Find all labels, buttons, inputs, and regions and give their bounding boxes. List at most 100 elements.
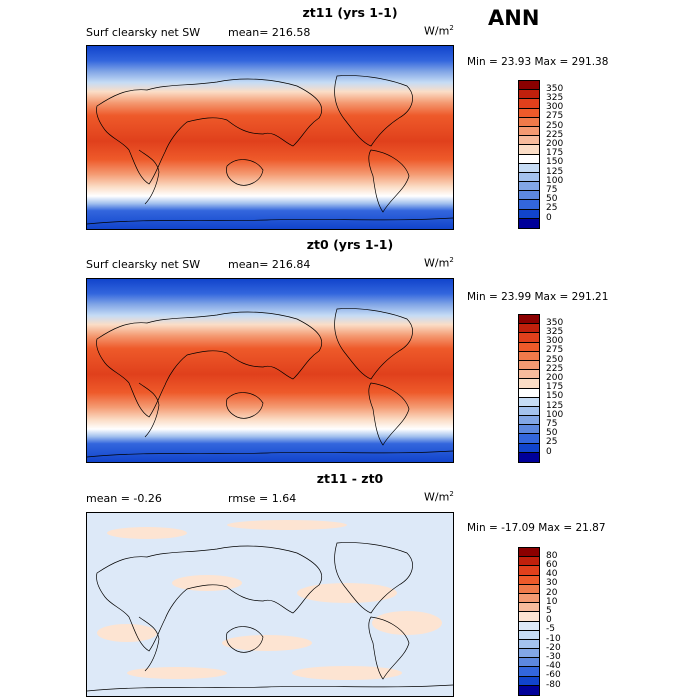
- colorbar-swatch: [519, 685, 539, 695]
- colorbar-swatch: [519, 575, 539, 585]
- colorbar-swatch: [519, 136, 539, 146]
- panel-3-title: zt11 - zt0: [316, 471, 384, 486]
- panel-2-unit: W/m2: [424, 256, 454, 270]
- colorbar-swatch: [519, 145, 539, 155]
- colorbar-tick-label: 275: [546, 345, 564, 356]
- colorbar-tick-label: 75: [546, 418, 558, 429]
- colorbar-swatch: [519, 90, 539, 100]
- colorbar-tick-label: 30: [546, 578, 558, 589]
- colorbar-tick-label: 0: [546, 446, 552, 457]
- colorbar-tick-label: 175: [546, 382, 564, 393]
- colorbar-tick-label: 25: [546, 203, 558, 214]
- colorbar-tick-label: 325: [546, 326, 564, 337]
- colorbar-tick-label: 300: [546, 102, 564, 113]
- panel-2-mean: mean= 216.84: [228, 258, 310, 271]
- colorbar-swatch: [519, 406, 539, 417]
- panel-2-mean-value: 216.84: [271, 258, 311, 271]
- colorbar-swatch: [519, 667, 539, 677]
- colorbar-tick-label: 20: [546, 587, 558, 598]
- colorbar-tick-label: 225: [546, 129, 564, 140]
- colorbar-tick-label: 100: [546, 175, 564, 186]
- colorbar-swatch: [519, 658, 539, 668]
- colorbar-swatch: [519, 126, 539, 137]
- colorbar-tick-label: 0: [546, 615, 552, 626]
- colorbar-swatch: [519, 333, 539, 343]
- colorbar-swatch: [519, 649, 539, 659]
- colorbar-swatch: [519, 443, 539, 453]
- colorbar-tick-label: 100: [546, 409, 564, 420]
- colorbar-tick-label: 325: [546, 92, 564, 103]
- panel-1-variable: Surf clearsky net SW: [86, 26, 201, 39]
- colorbar-swatch: [519, 182, 539, 192]
- colorbar-tick-label: -60: [546, 670, 561, 681]
- panel-1-mean-value: 216.58: [271, 26, 311, 39]
- panel-1-mean: mean= 216.58: [228, 26, 310, 39]
- colorbar-tick-label: 250: [546, 354, 564, 365]
- colorbar-tick-label: -20: [546, 642, 561, 653]
- colorbar-swatch: [519, 99, 539, 109]
- panel-2-variable: Surf clearsky net SW: [86, 258, 201, 271]
- colorbar-swatch: [519, 163, 539, 173]
- colorbar-tick-label: 200: [546, 372, 564, 383]
- panel-3-mean-label: mean =: [86, 492, 130, 505]
- panel-3-rmse: rmse = 1.64: [228, 492, 296, 505]
- panel-1-minmax: Min = 23.93 Max = 291.38: [467, 56, 609, 68]
- colorbar-tick-label: 350: [546, 83, 564, 94]
- colorbar-tick-label: 10: [546, 596, 558, 607]
- colorbar-swatch: [519, 630, 539, 640]
- colorbar-swatch: [519, 200, 539, 210]
- panel-3-unit: W/m2: [424, 490, 454, 504]
- colorbar-swatch: [519, 676, 539, 686]
- colorbar-swatch: [519, 584, 539, 594]
- colorbar-tick-label: 80: [546, 550, 558, 561]
- colorbar-swatch: [519, 603, 539, 613]
- colorbar-tick-label: -30: [546, 651, 561, 662]
- colorbar-swatch: [519, 108, 539, 118]
- colorbar-swatch: [519, 425, 539, 435]
- colorbar-swatch: [519, 379, 539, 389]
- colorbar-swatch: [519, 324, 539, 334]
- colorbar-tick-label: 125: [546, 166, 564, 177]
- colorbar-swatch: [519, 370, 539, 380]
- colorbar-swatch: [519, 81, 539, 91]
- colorbar-swatch: [519, 593, 539, 604]
- colorbar-swatch: [519, 621, 539, 631]
- colorbar-swatch: [519, 360, 539, 371]
- colorbar-swatch: [519, 452, 539, 462]
- panel-2-colorbar: [518, 314, 540, 463]
- colorbar-tick-label: 5: [546, 605, 552, 616]
- colorbar-tick-label: 60: [546, 559, 558, 570]
- panel-1-map: [86, 45, 454, 230]
- colorbar-tick-label: 0: [546, 212, 552, 223]
- panel-3-minmax: Min = -17.09 Max = 21.87: [467, 522, 606, 534]
- panel-1-unit: W/m2: [424, 24, 454, 38]
- panel-1-colorbar: [518, 80, 540, 229]
- panel-3-rmse-value: 1.64: [271, 492, 297, 505]
- colorbar-tick-label: 50: [546, 194, 558, 205]
- panel-2-title: zt0 (yrs 1-1): [306, 237, 394, 252]
- colorbar-swatch: [519, 639, 539, 650]
- colorbar-tick-label: 40: [546, 569, 558, 580]
- colorbar-swatch: [519, 191, 539, 201]
- colorbar-swatch: [519, 416, 539, 426]
- colorbar-swatch: [519, 315, 539, 325]
- colorbar-tick-label: -40: [546, 661, 561, 672]
- colorbar-tick-label: 75: [546, 184, 558, 195]
- panel-2-mean-label: mean=: [228, 258, 269, 271]
- colorbar-swatch: [519, 172, 539, 183]
- colorbar-swatch: [519, 434, 539, 444]
- colorbar-swatch: [519, 388, 539, 398]
- colorbar-tick-label: -5: [546, 624, 555, 635]
- colorbar-swatch: [519, 342, 539, 352]
- colorbar-tick-label: 300: [546, 336, 564, 347]
- colorbar-swatch: [519, 548, 539, 558]
- colorbar-swatch: [519, 612, 539, 622]
- panel-2-minmax: Min = 23.99 Max = 291.21: [467, 291, 609, 303]
- colorbar-tick-label: 275: [546, 111, 564, 122]
- colorbar-tick-label: 25: [546, 437, 558, 448]
- panel-3-colorbar: [518, 547, 540, 696]
- panel-3-mean-value: -0.26: [133, 492, 162, 505]
- colorbar-tick-label: 150: [546, 157, 564, 168]
- panel-1-mean-label: mean=: [228, 26, 269, 39]
- colorbar-tick-label: 250: [546, 120, 564, 131]
